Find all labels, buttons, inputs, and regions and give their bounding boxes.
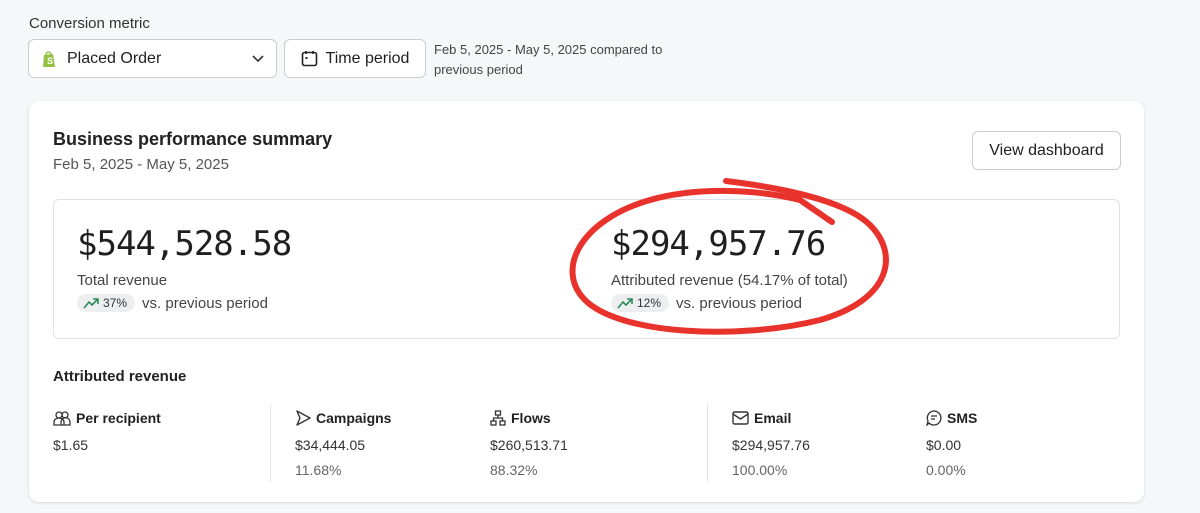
card-title: Business performance summary: [53, 129, 333, 149]
change-badge: 37%: [77, 294, 136, 312]
campaigns-percent: 11.68%: [295, 462, 342, 478]
attributed-revenue-label: Attributed revenue (54.17% of total): [611, 272, 848, 289]
total-revenue-label: Total revenue: [77, 272, 168, 289]
divider: [707, 404, 708, 482]
shopify-icon: S: [41, 50, 57, 68]
email-value: $294,957.76: [732, 437, 810, 453]
revenue-summary-box: $544,528.58 Total revenue 37% vs. previo…: [53, 199, 1120, 339]
trend-up-icon: [617, 297, 633, 309]
sms-percent: 0.00%: [926, 462, 966, 478]
calendar-icon: [301, 50, 318, 67]
selected-metric: Placed Order: [67, 49, 162, 67]
flows-percent: 88.32%: [490, 462, 538, 478]
view-dashboard-button[interactable]: View dashboard: [972, 131, 1121, 170]
campaigns-value: $34,444.05: [295, 437, 366, 453]
total-revenue-value: $544,528.58: [77, 224, 292, 264]
conversion-metric-select[interactable]: S Placed Order: [28, 39, 277, 78]
sms-column: SMS $0.00 0.00%: [926, 410, 978, 478]
business-performance-card: Business performance summary Feb 5, 2025…: [29, 101, 1144, 502]
change-badge: 12%: [611, 294, 670, 312]
mail-icon: [732, 411, 749, 425]
per-recipient-value: $1.65: [53, 437, 89, 453]
time-period-label: Time period: [325, 49, 410, 67]
flows-icon: [490, 410, 506, 426]
change-text: vs. previous period: [142, 294, 268, 312]
card-date-range: Feb 5, 2025 - May 5, 2025: [53, 156, 229, 173]
send-icon: [295, 410, 311, 426]
comparison-range-text: Feb 5, 2025 - May 5, 2025 compared to pr…: [434, 42, 663, 77]
chevron-down-icon: [252, 54, 264, 63]
email-percent: 100.00%: [732, 462, 788, 478]
sms-icon: [926, 410, 942, 426]
flows-column: Flows $260,513.71 88.32%: [490, 410, 568, 478]
users-icon: [53, 410, 71, 426]
trend-up-icon: [83, 297, 99, 309]
attributed-revenue-heading: Attributed revenue: [53, 368, 187, 385]
svg-text:S: S: [47, 56, 53, 66]
email-column: Email $294,957.76 100.00%: [732, 410, 810, 478]
attributed-revenue-value: $294,957.76: [611, 224, 826, 264]
per-recipient-column: Per recipient $1.65: [53, 410, 161, 453]
total-revenue-trend: 37% vs. previous period: [77, 294, 268, 312]
change-text: vs. previous period: [676, 294, 802, 312]
conversion-metric-label: Conversion metric: [29, 15, 150, 32]
time-period-button[interactable]: Time period: [284, 39, 426, 78]
divider: [270, 404, 271, 482]
flows-value: $260,513.71: [490, 437, 568, 453]
attributed-revenue-trend: 12% vs. previous period: [611, 294, 802, 312]
campaigns-column: Campaigns $34,444.05 11.68%: [295, 410, 392, 478]
sms-value: $0.00: [926, 437, 962, 453]
